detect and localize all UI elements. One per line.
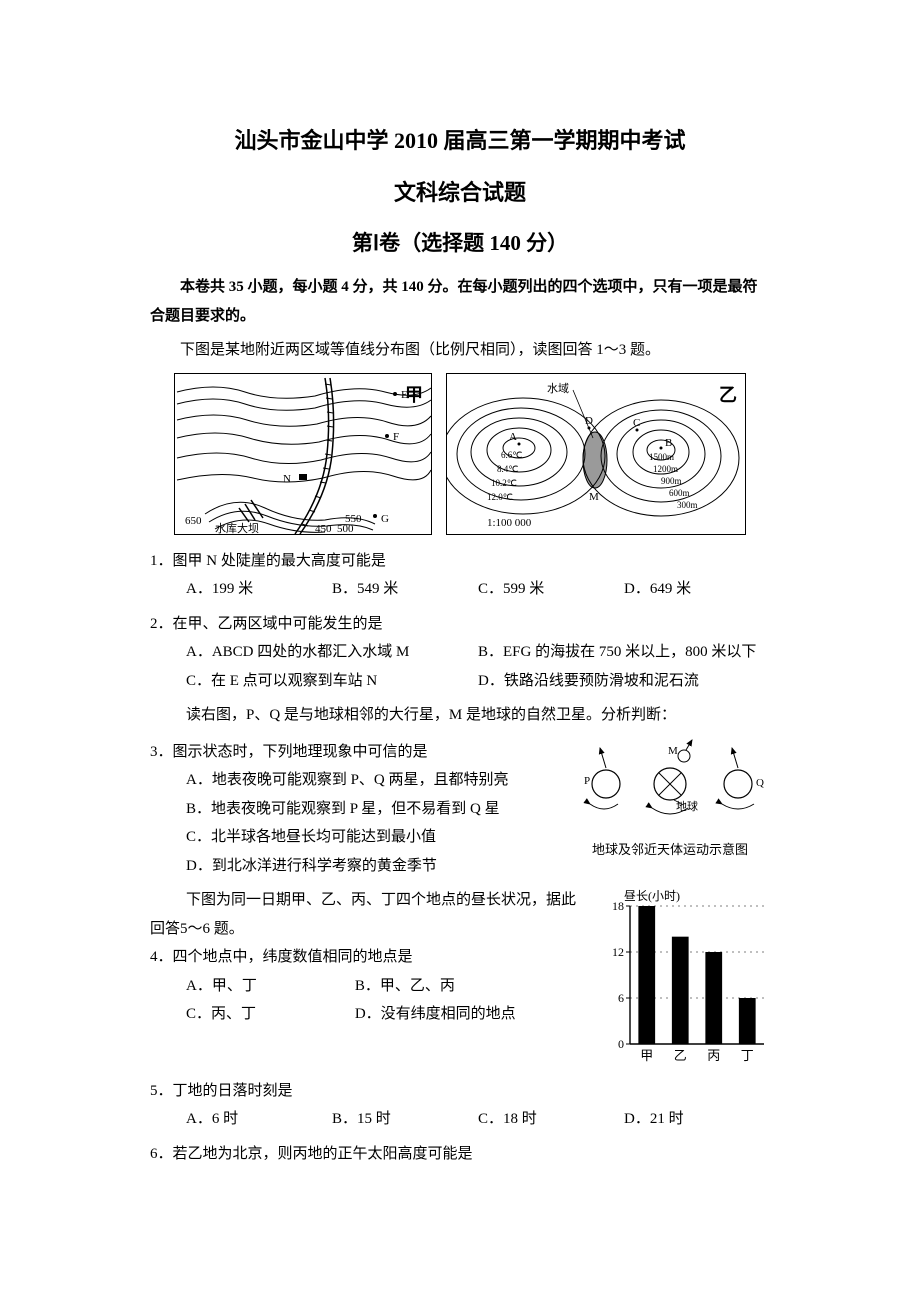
svg-text:丙: 丙	[707, 1048, 720, 1063]
dam-label: 水库大坝	[215, 521, 259, 535]
label-M: M	[589, 491, 599, 503]
q6-stem: 6．若乙地为北京，则丙地的正午太阳高度可能是	[150, 1140, 770, 1169]
planet-caption: 地球及邻近天体运动示意图	[570, 838, 770, 863]
q5-opt-B: B．15 时	[332, 1105, 478, 1134]
q1-stem: 1．图甲 N 处陡崖的最大高度可能是	[150, 547, 770, 576]
label-Mplanet: M	[668, 745, 678, 757]
svg-text:甲: 甲	[640, 1048, 653, 1063]
temp-84: 8.4℃	[497, 464, 518, 474]
q5-opt-D: D．21 时	[624, 1105, 770, 1134]
title-main: 汕头市金山中学 2010 届高三第一学期期中考试	[150, 120, 770, 162]
label-C: C	[633, 417, 640, 429]
label-P: P	[584, 775, 590, 787]
q5-stem: 5．丁地的日落时刻是	[150, 1077, 770, 1106]
q1-opt-A: A．199 米	[186, 575, 332, 604]
temp-66: 6.6℃	[501, 450, 522, 460]
q4-opt-D: D．没有纬度相同的地点	[355, 1000, 588, 1029]
question-5: 5．丁地的日落时刻是 A．6 时 B．15 时 C．18 时 D．21 时	[150, 1077, 770, 1134]
elev-900: 900m	[661, 476, 682, 486]
label-Q: Q	[756, 777, 764, 789]
q1-opt-D: D．649 米	[624, 575, 770, 604]
q4-opt-C: C．丙、丁	[186, 1000, 355, 1029]
figure-yi: A 6.6℃ 8.4℃ 10.2℃ 12.0℃ D M C B 1500m 12…	[446, 373, 746, 535]
intro-fig1: 下图是某地附近两区域等值线分布图（比例尺相同），读图回答 1～3 题。	[150, 336, 770, 365]
svg-text:昼长(小时): 昼长(小时)	[624, 889, 680, 903]
temp-102: 10.2℃	[491, 478, 517, 488]
q2-opt-B: B．EFG 的海拔在 750 米以上，800 米以下	[478, 638, 770, 667]
title-sub: 文科综合试题	[150, 172, 770, 214]
figure-row-1: N E F G 650 550 500 450 水库大坝 甲	[174, 373, 770, 535]
q2-opt-D: D．铁路沿线要预防滑坡和泥石流	[478, 667, 770, 696]
svg-text:18: 18	[612, 899, 624, 913]
q4-opt-A: A．甲、丁	[186, 972, 355, 1001]
q2-opt-A: A．ABCD 四处的水都汇入水域 M	[186, 638, 478, 667]
label-N: N	[283, 473, 291, 485]
label-A: A	[509, 431, 517, 443]
temp-120: 12.0℃	[487, 492, 513, 502]
contour-450: 450	[315, 523, 332, 535]
label-B: B	[665, 437, 672, 449]
contour-500: 500	[337, 523, 354, 535]
question-1: 1．图甲 N 处陡崖的最大高度可能是 A．199 米 B．549 米 C．599…	[150, 547, 770, 604]
water-label: 水域	[547, 382, 569, 395]
figure-bar-chart: 昼长(小时) 0 6 12 18 甲 乙 丙 丁	[600, 886, 770, 1077]
svg-text:0: 0	[618, 1037, 624, 1051]
label-earth: 地球	[676, 799, 698, 813]
fig-jia-label: 甲	[405, 378, 423, 412]
figure-planet: P 地球 M Q 地球及邻近天体运动示意图	[570, 738, 770, 863]
question-6: 6．若乙地为北京，则丙地的正午太阳高度可能是	[150, 1140, 770, 1169]
elev-1200: 1200m	[653, 464, 678, 474]
figure-jia: N E F G 650 550 500 450 水库大坝 甲	[174, 373, 432, 535]
question-2: 2．在甲、乙两区域中可能发生的是 A．ABCD 四处的水都汇入水域 M B．EF…	[150, 610, 770, 696]
q2-stem: 2．在甲、乙两区域中可能发生的是	[150, 610, 770, 639]
instruction-text: 本卷共 35 小题，每小题 4 分，共 140 分。在每小题列出的四个选项中，只…	[150, 273, 770, 330]
title-section: 第Ⅰ卷（选择题 140 分）	[150, 224, 770, 264]
q1-opt-C: C．599 米	[478, 575, 624, 604]
q4-opt-B: B．甲、乙、丙	[355, 972, 588, 1001]
elev-1500: 1500m	[649, 452, 674, 462]
label-F: F	[393, 431, 399, 443]
q5-opt-C: C．18 时	[478, 1105, 624, 1134]
elev-600: 600m	[669, 488, 690, 498]
svg-text:6: 6	[618, 991, 624, 1005]
q2-opt-C: C．在 E 点可以观察到车站 N	[186, 667, 478, 696]
svg-text:12: 12	[612, 945, 624, 959]
svg-text:乙: 乙	[674, 1048, 687, 1063]
q1-opt-B: B．549 米	[332, 575, 478, 604]
q5-opt-A: A．6 时	[186, 1105, 332, 1134]
intro-q3: 读右图，P、Q 是与地球相邻的大行星，M 是地球的自然卫星。分析判断：	[150, 701, 770, 730]
contour-650: 650	[185, 515, 202, 527]
elev-300: 300m	[677, 500, 698, 510]
label-G: G	[381, 513, 389, 525]
fig-yi-label: 乙	[719, 378, 737, 412]
svg-text:丁: 丁	[741, 1048, 754, 1063]
scale-label: 1:100 000	[487, 517, 532, 529]
